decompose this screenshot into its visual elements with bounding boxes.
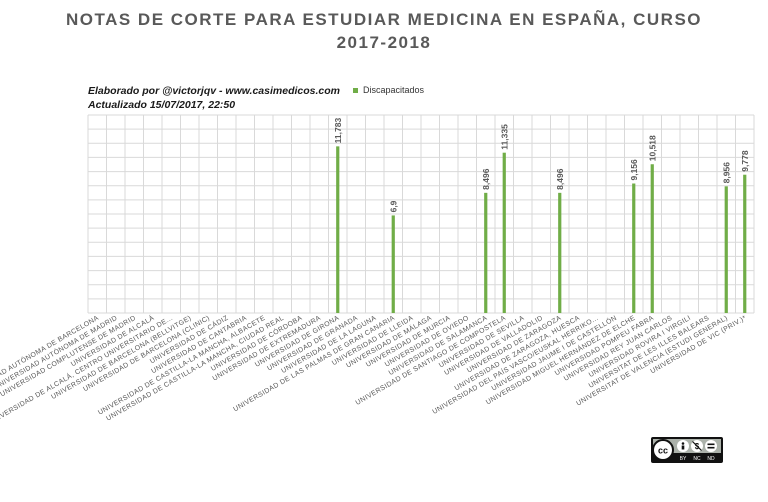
- data-label: 9,778: [740, 150, 750, 172]
- bar: [724, 186, 728, 313]
- chart-bars: [336, 146, 747, 313]
- bar: [632, 183, 636, 313]
- bar: [650, 164, 654, 313]
- nc-icon: $: [691, 440, 703, 452]
- data-label: 8,496: [481, 168, 491, 190]
- license-nd-label: ND: [707, 456, 715, 462]
- data-label: 8,956: [721, 162, 731, 184]
- updated-date: Actualizado 15/07/2017, 22:50: [88, 99, 236, 111]
- bar: [558, 192, 562, 313]
- bar: [336, 146, 340, 313]
- data-label: 10,518: [647, 135, 657, 161]
- bar: [484, 192, 488, 313]
- data-label: 11,783: [333, 118, 343, 144]
- by-icon: [677, 440, 689, 452]
- legend-swatch: [353, 87, 358, 93]
- legend-label: Discapacitados: [363, 85, 425, 95]
- data-label: 8,496: [555, 168, 565, 190]
- chart-title-line-2: 2017-2018: [336, 33, 432, 52]
- data-label: 11,335: [499, 124, 509, 150]
- chart-data-labels: 11,783 6,9 8,496 11,335 8,496 9,156 10,518 8,95…: [333, 118, 750, 213]
- data-label: 9,156: [629, 159, 639, 181]
- author-credit: Elaborado por @victorjqv - www.casimedic…: [88, 85, 340, 97]
- cc-icon: cc: [652, 439, 674, 461]
- chart-legend: Discapacitados: [353, 85, 424, 95]
- svg-text:cc: cc: [658, 446, 668, 456]
- data-label: 6,9: [388, 200, 398, 212]
- chart-x-tick-labels: UNIVERSIDAD AUTÓNOMA DE BARCELONAUNIVERS…: [0, 313, 748, 426]
- nd-icon: [705, 440, 717, 452]
- bar: [743, 174, 747, 313]
- cc-license-badge: cc $ BY NC ND: [651, 437, 723, 463]
- chart-title-line-1: NOTAS DE CORTE PARA ESTUDIAR MEDICINA EN…: [65, 10, 703, 29]
- chart-grid: [87, 114, 755, 314]
- bar: [502, 152, 506, 313]
- license-nc-label: NC: [693, 456, 701, 462]
- license-by-label: BY: [680, 456, 687, 462]
- bar: [391, 215, 395, 313]
